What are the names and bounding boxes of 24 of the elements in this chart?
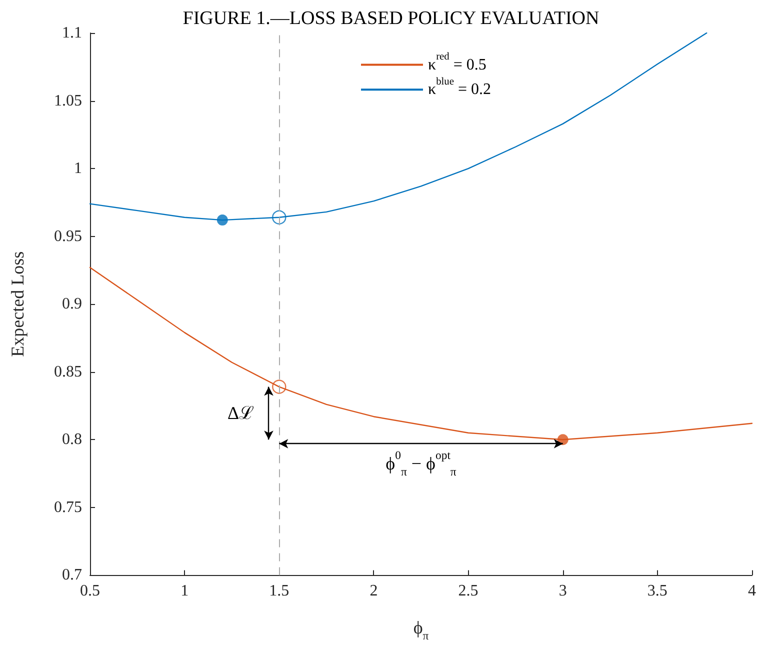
- x-tick-label: 2: [370, 582, 378, 600]
- x-tick-label: 1: [180, 582, 189, 600]
- chart-title: FIGURE 1.—LOSS BASED POLICY EVALUATION: [182, 8, 600, 29]
- y-tick-label: 0.75: [54, 498, 82, 516]
- x-tick-label: 2.5: [458, 582, 478, 600]
- y-tick-label: 0.85: [54, 363, 82, 380]
- annotation: Δℒ: [227, 403, 254, 424]
- y-tick-label: 1.1: [62, 24, 82, 42]
- x-tick-label: 1.5: [269, 582, 290, 600]
- x-tick-label: 3.5: [647, 582, 668, 600]
- y-axis-title: Expected Loss: [8, 251, 28, 357]
- y-tick-label: 0.95: [54, 228, 82, 245]
- y-tick-label: 0.9: [62, 296, 82, 313]
- x-tick-label: 4: [748, 582, 756, 600]
- x-tick-label: 0.5: [80, 582, 100, 600]
- x-tick-label: 3: [558, 582, 567, 600]
- y-tick-label: 0.8: [62, 431, 82, 448]
- point: [557, 434, 568, 446]
- point: [272, 210, 286, 224]
- y-tick-label: 1.05: [54, 92, 82, 110]
- point: [272, 380, 286, 394]
- y-tick-label: 1: [74, 160, 82, 178]
- y-tick-label: 0.7: [62, 566, 82, 584]
- point: [216, 214, 228, 226]
